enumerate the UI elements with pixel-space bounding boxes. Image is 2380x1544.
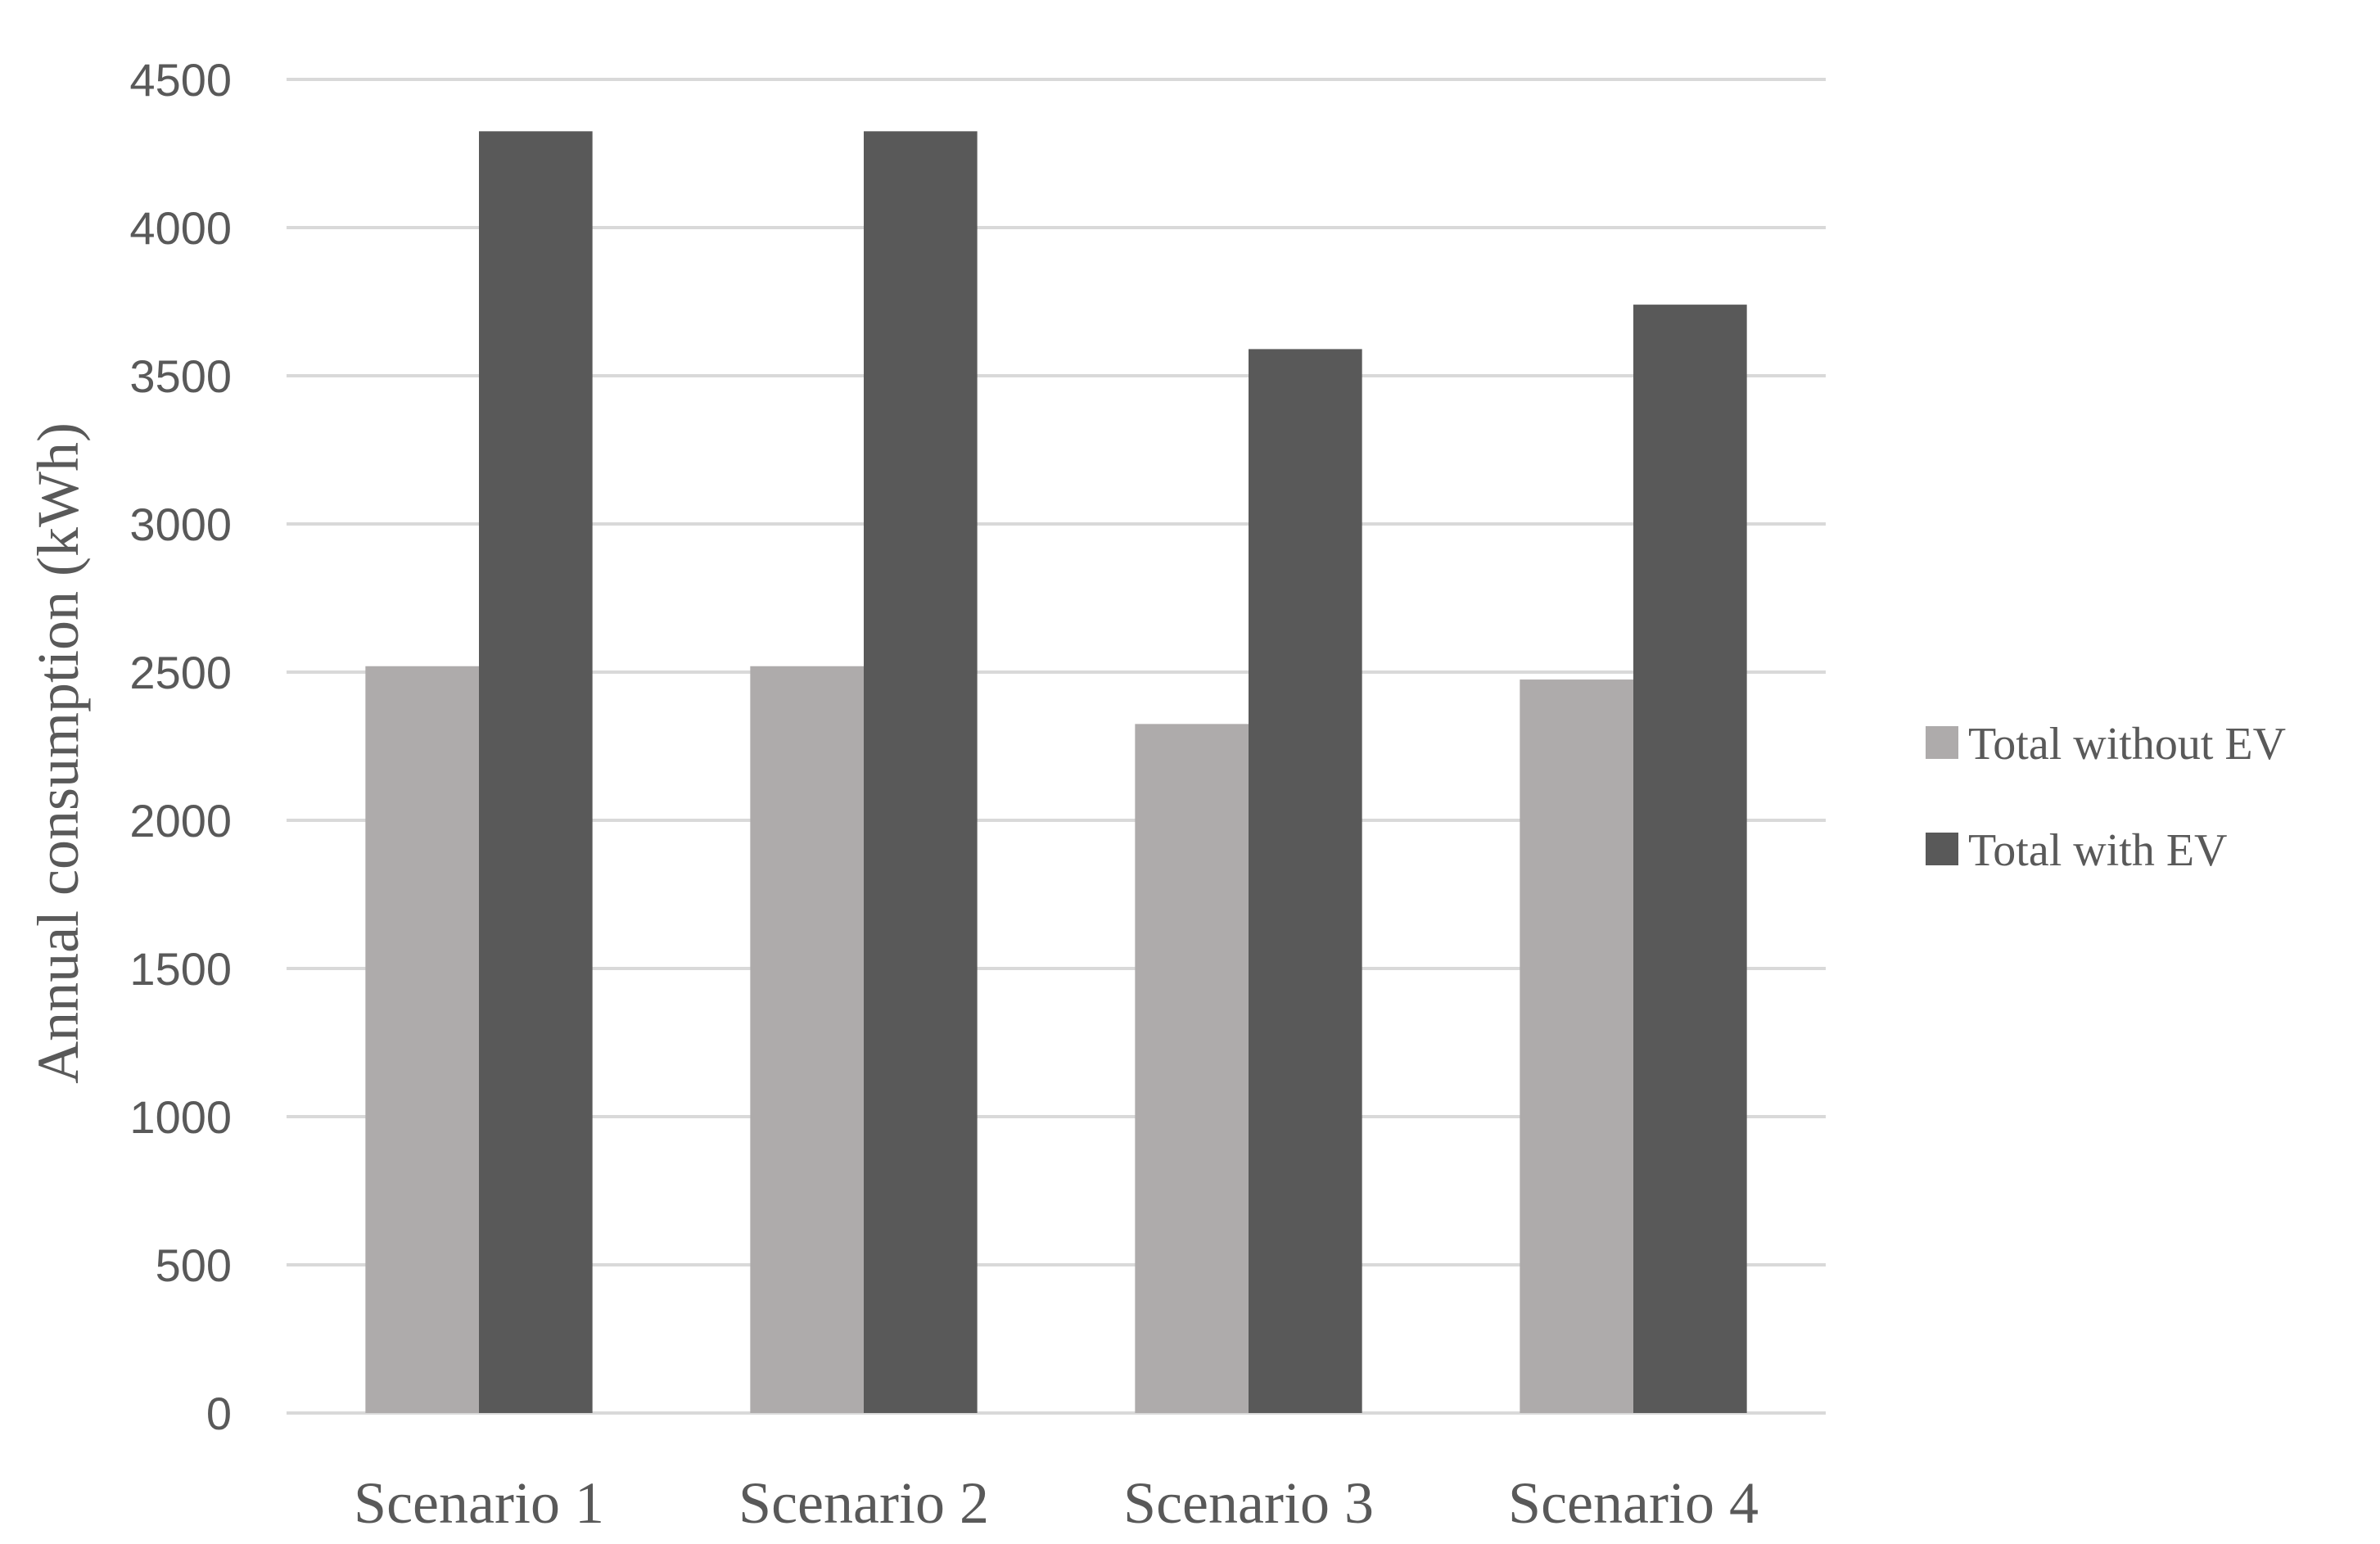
bar-with-ev-2	[864, 131, 978, 1414]
x-category-label: Scenario 2	[738, 1470, 989, 1536]
legend-swatch	[1926, 833, 1958, 865]
bar-without-ev-4	[1520, 679, 1633, 1413]
y-tick-label: 4500	[129, 54, 232, 106]
legend: Total without EV Total with EV	[1926, 719, 2286, 876]
x-axis-category-labels: Scenario 1 Scenario 2 Scenario 3 Scenario 4	[354, 1470, 1759, 1536]
bar-with-ev-3	[1249, 349, 1362, 1413]
legend-label: Total without EV	[1968, 719, 2286, 770]
y-tick-label: 0	[206, 1388, 232, 1439]
x-category-label: Scenario 3	[1123, 1470, 1374, 1536]
bar-with-ev-1	[479, 131, 593, 1414]
x-category-label: Scenario 4	[1508, 1470, 1759, 1536]
y-tick-label: 2000	[129, 795, 232, 846]
bar-without-ev-3	[1135, 724, 1249, 1413]
y-tick-label: 500	[156, 1239, 232, 1291]
x-category-label: Scenario 1	[354, 1470, 604, 1536]
y-tick-label: 3500	[129, 350, 232, 402]
y-axis-title: Annual consumption (kWh)	[25, 422, 91, 1084]
bars	[365, 131, 1747, 1414]
y-tick-label: 2500	[129, 647, 232, 698]
bar-without-ev-2	[750, 666, 864, 1413]
legend-label: Total with EV	[1968, 825, 2227, 876]
y-tick-label: 4000	[129, 202, 232, 254]
y-axis-tick-labels: 0 500 1000 1500 2000 2500 3000 3500 4000 4500	[129, 54, 232, 1439]
bar-without-ev-1	[365, 666, 479, 1413]
y-tick-label: 3000	[129, 499, 232, 550]
legend-swatch	[1926, 726, 1958, 759]
y-tick-label: 1500	[129, 943, 232, 995]
y-tick-label: 1000	[129, 1091, 232, 1143]
bar-with-ev-4	[1633, 305, 1747, 1413]
